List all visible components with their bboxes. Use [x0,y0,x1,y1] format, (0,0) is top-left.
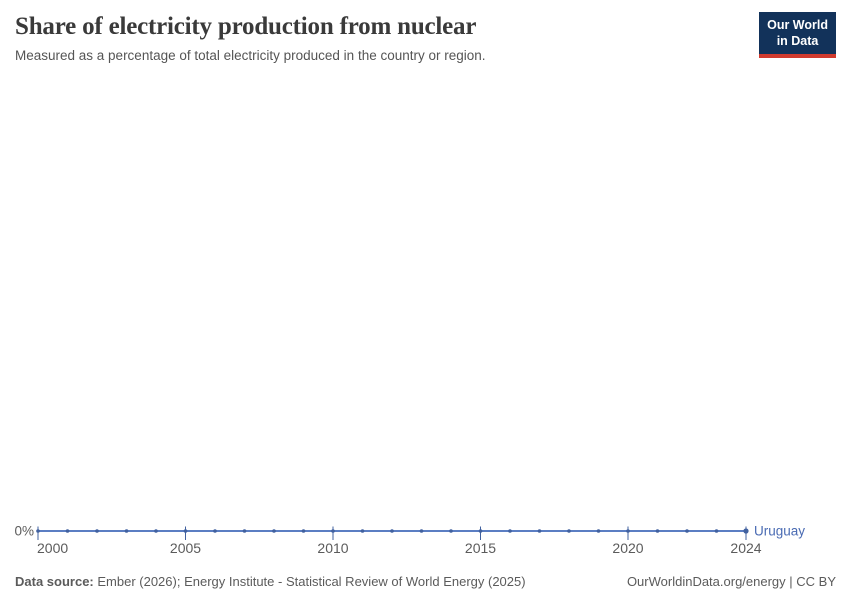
data-point[interactable] [95,529,99,533]
data-point[interactable] [508,529,512,533]
x-axis-tick-label: 2010 [317,540,348,556]
data-point[interactable] [154,529,158,533]
data-point[interactable] [272,529,276,533]
footer-link[interactable]: OurWorldinData.org/energy | CC BY [626,574,836,589]
data-point[interactable] [65,529,70,533]
data-point[interactable] [419,529,424,533]
page-title: Share of electricity production from nuc… [15,13,477,40]
data-point[interactable] [714,529,719,533]
data-point[interactable] [449,529,453,533]
owid-logo-line2: in Data [776,33,819,48]
data-source-text: Ember (2026); Energy Institute - Statist… [93,574,526,589]
owid-logo[interactable]: Our World in Data [759,12,836,59]
data-source[interactable]: Data source: Ember (2026); Energy Instit… [15,574,526,589]
x-axis-tick-label: 2005 [170,540,201,556]
data-point[interactable] [124,529,129,533]
x-axis-tick-label: 2000 [37,540,68,556]
owid-logo-line1: Our World [767,18,828,32]
data-point[interactable] [743,528,749,534]
page-subtitle: Measured as a percentage of total electr… [15,48,486,63]
data-point[interactable] [478,529,483,533]
data-point[interactable] [390,529,394,533]
x-axis-tick-label: 2015 [465,540,496,556]
data-point[interactable] [36,529,40,533]
data-point[interactable] [537,529,542,533]
chart-footer: Data source: Ember (2026); Energy Instit… [15,574,836,589]
data-point[interactable] [567,529,571,533]
data-point[interactable] [360,529,365,533]
data-point[interactable] [685,529,689,533]
data-point[interactable] [242,529,247,533]
data-point[interactable] [213,529,217,533]
data-source-label: Data source: [15,574,94,589]
data-point[interactable] [596,529,601,533]
chart-header: Share of electricity production from nuc… [15,13,740,63]
data-point[interactable] [183,529,188,533]
data-point[interactable] [626,529,630,533]
x-axis-tick-label: 2020 [612,540,643,556]
series-label-uruguay[interactable]: Uruguay [754,524,805,539]
x-axis-tick-label: 2024 [730,540,761,556]
y-axis-tick-label: 0% [14,524,34,539]
data-point[interactable] [655,529,660,533]
data-point[interactable] [331,529,335,533]
data-point[interactable] [301,529,306,533]
